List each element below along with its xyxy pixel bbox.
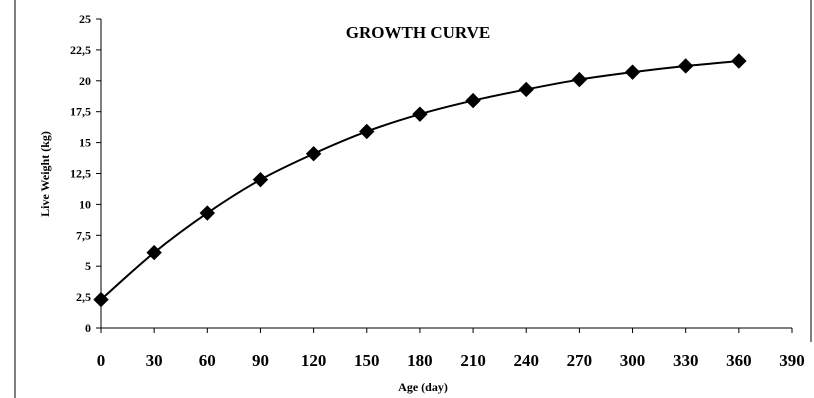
series-markers	[93, 53, 747, 308]
data-point-marker	[677, 58, 694, 74]
y-tick-label: 12,5	[70, 167, 91, 181]
data-point-marker	[518, 81, 534, 98]
y-tick-label: 17,5	[70, 105, 91, 119]
y-tick-label: 15	[79, 136, 91, 150]
y-tick-label: 7,5	[76, 228, 91, 242]
y-tick-label: 25	[79, 12, 91, 26]
y-tick-label: 2,5	[76, 290, 91, 304]
x-tick-label: 90	[252, 351, 269, 370]
y-tick-labels: 0 2,5 5 7,5 10 12,5 15 17,5 20 22,5 25	[70, 12, 91, 335]
x-tick-labels: 0 30 60 90 120 150 180 210 240 270 300 330 360 390	[97, 351, 805, 370]
y-tick-label: 22,5	[70, 43, 91, 57]
data-point-marker	[731, 53, 747, 69]
y-tick-label: 10	[79, 197, 91, 211]
data-point-marker	[465, 92, 481, 109]
x-tick-label: 120	[301, 351, 327, 370]
data-point-marker	[252, 171, 269, 188]
y-tick-label: 0	[85, 321, 91, 335]
x-tick-label: 360	[726, 351, 752, 370]
series-line	[100, 60, 739, 301]
x-axis-label: Age (day)	[398, 380, 448, 394]
x-tick-label: 30	[146, 351, 163, 370]
data-point-marker	[624, 64, 641, 80]
data-point-marker	[199, 205, 216, 221]
data-point-marker	[412, 106, 428, 122]
x-tick-label: 390	[779, 351, 805, 370]
data-point-marker	[93, 291, 109, 308]
x-tick-label: 330	[673, 351, 699, 370]
x-tick-label: 0	[97, 351, 106, 370]
x-tick-label: 300	[620, 351, 646, 370]
chart-title: GROWTH CURVE	[346, 23, 490, 42]
y-tick-label: 5	[85, 259, 91, 273]
x-tick-label: 60	[199, 351, 216, 370]
x-tick-label: 270	[567, 351, 593, 370]
x-tick-label: 240	[513, 351, 539, 370]
data-point-marker	[305, 146, 322, 162]
x-tick-label: 210	[460, 351, 486, 370]
data-point-marker	[359, 123, 375, 140]
y-tick-label: 20	[79, 74, 91, 88]
data-point-marker	[571, 71, 588, 88]
y-axis-label: Live Weight (kg)	[38, 131, 52, 217]
x-tick-label: 180	[407, 351, 433, 370]
data-point-marker	[146, 244, 162, 261]
x-tick-label: 150	[354, 351, 380, 370]
